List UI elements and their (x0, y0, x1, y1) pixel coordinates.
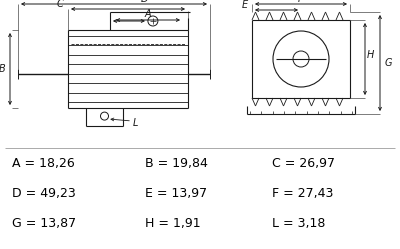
Text: C = 26,97: C = 26,97 (272, 157, 335, 170)
Text: E: E (242, 0, 248, 10)
Text: G = 13,87: G = 13,87 (12, 216, 76, 230)
Text: H = 1,91: H = 1,91 (145, 216, 201, 230)
Text: G: G (384, 58, 392, 68)
Text: C: C (57, 0, 63, 9)
Text: F: F (298, 0, 304, 4)
Text: D = 49,23: D = 49,23 (12, 187, 76, 199)
Text: A = 18,26: A = 18,26 (12, 157, 75, 170)
Text: D: D (140, 0, 148, 4)
Text: E = 13,97: E = 13,97 (145, 187, 207, 199)
Text: H: H (366, 50, 374, 60)
Text: L = 3,18: L = 3,18 (272, 216, 325, 230)
Text: B = 19,84: B = 19,84 (145, 157, 208, 170)
Text: F = 27,43: F = 27,43 (272, 187, 333, 199)
Text: L: L (132, 118, 138, 128)
Text: B: B (0, 64, 5, 74)
Text: A: A (145, 9, 151, 19)
